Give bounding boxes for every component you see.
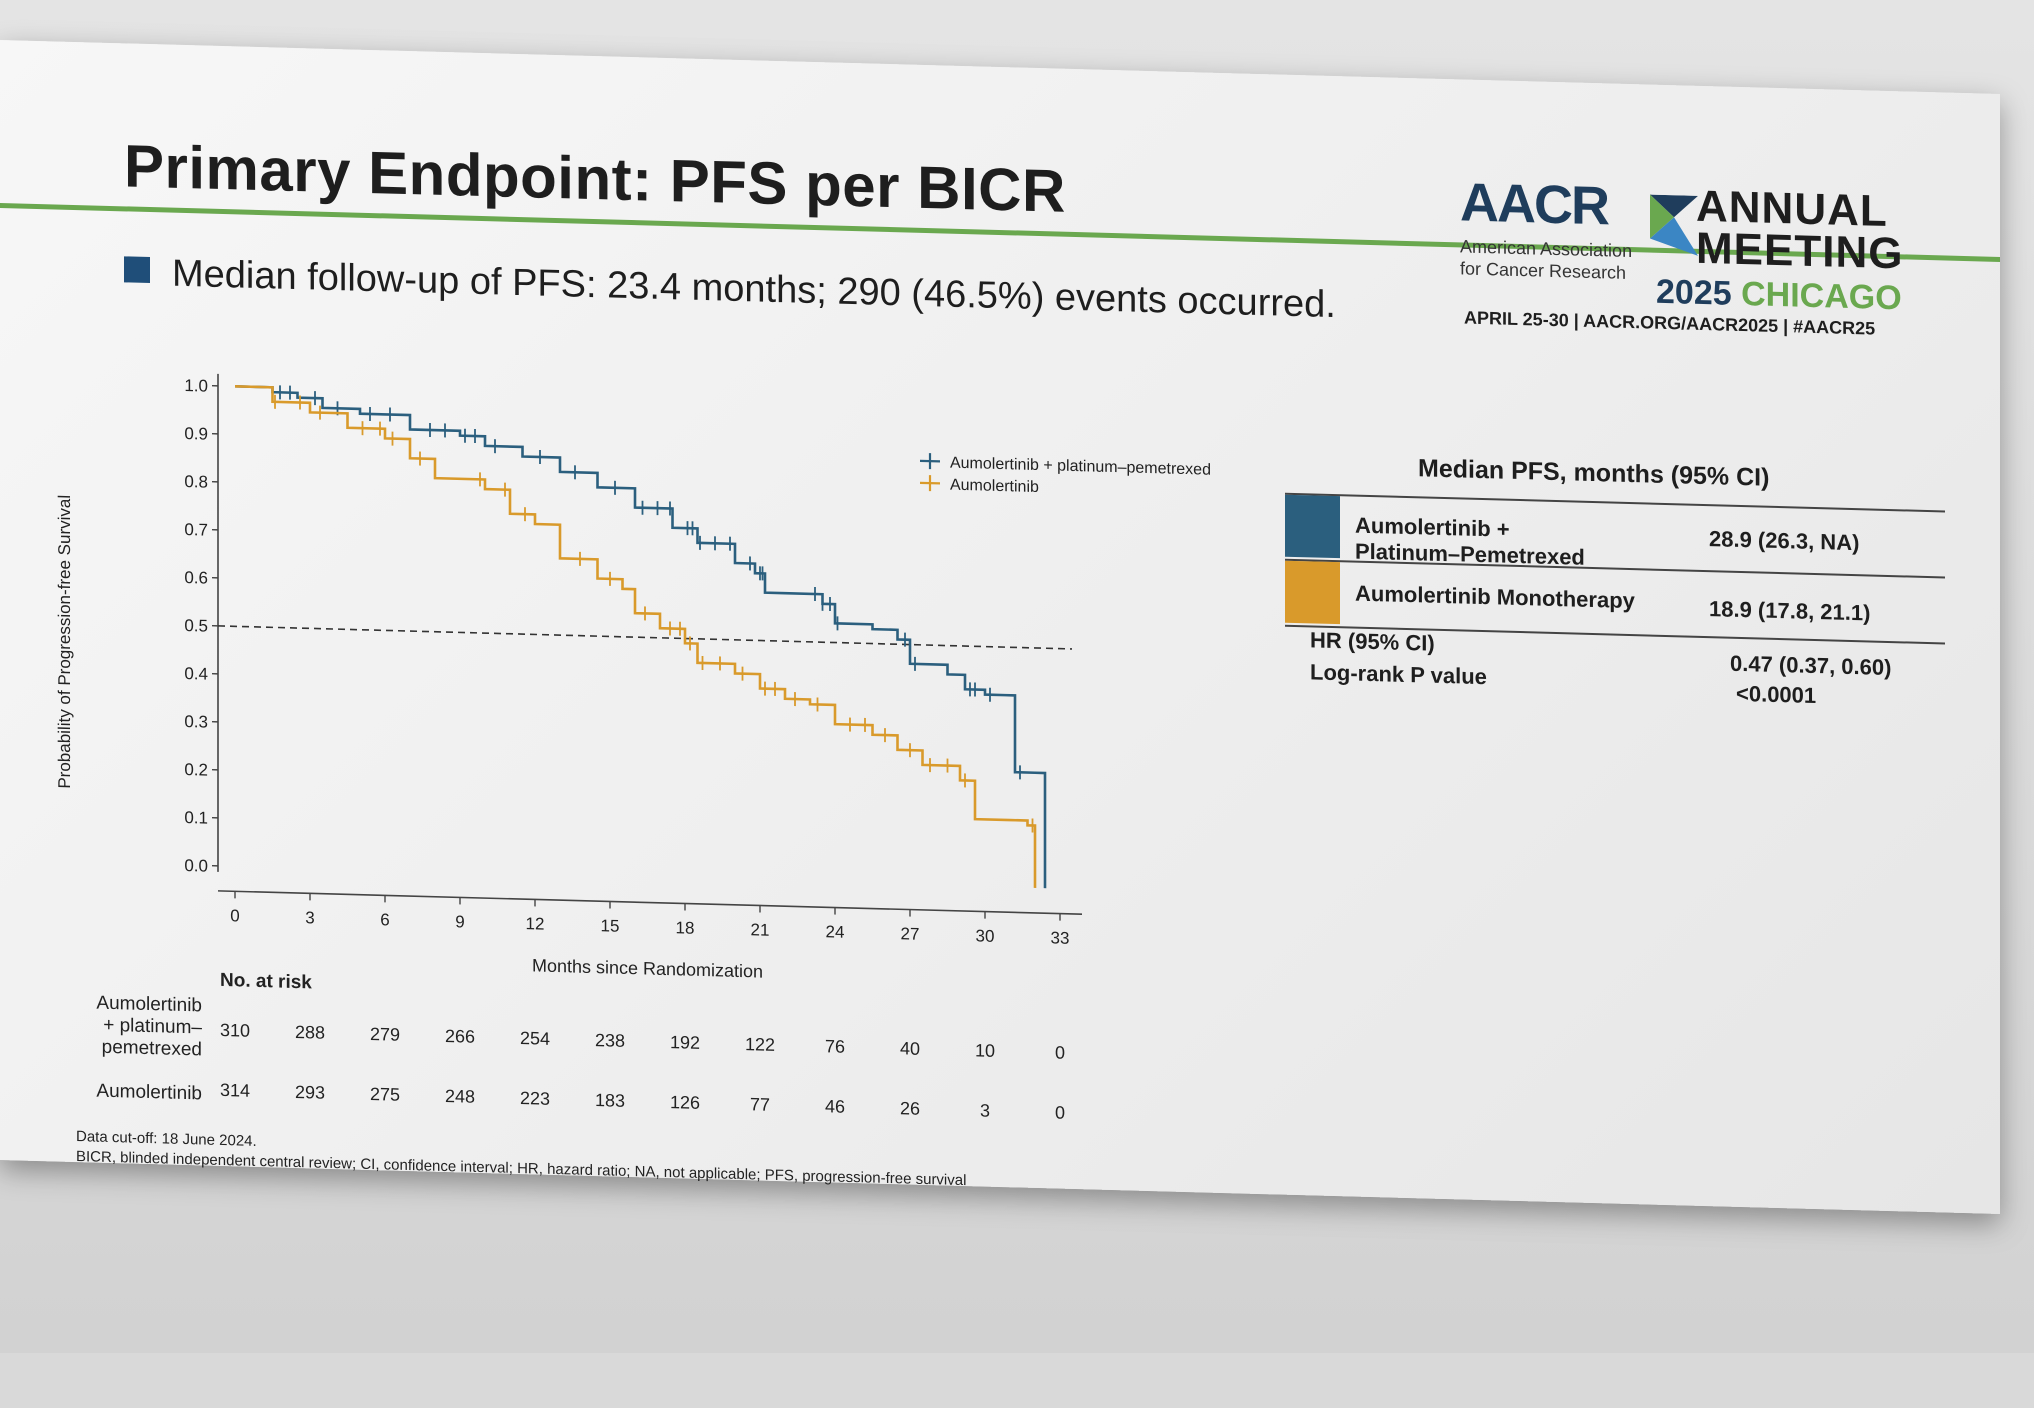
y-tick-label: 1.0 xyxy=(184,376,208,396)
x-tick-label: 21 xyxy=(751,920,770,940)
median-table: Aumolertinib + Platinum–Pemetrexed 28.9 … xyxy=(1285,493,1945,645)
aacr-org-name: American Association for Cancer Research xyxy=(1460,235,1660,284)
x-tick-label: 27 xyxy=(901,924,920,944)
y-tick-label: 0.2 xyxy=(184,760,208,780)
at-risk-row-label: Aumolertinib xyxy=(96,1081,202,1105)
at-risk-count: 0 xyxy=(1055,1042,1065,1062)
aacr-logo-mark: AACR xyxy=(1460,171,1608,237)
at-risk-count: 183 xyxy=(595,1090,625,1111)
at-risk-count: 275 xyxy=(370,1084,400,1105)
km-chart: 0.0 0.1 0.2 0.3 0.4 0.5 0.6 0.7 0.8 0.9 1.0 0 3 6 9 12 1… xyxy=(40,341,1350,1166)
city-text: CHICAGO xyxy=(1741,275,1902,317)
at-risk-count: 254 xyxy=(520,1028,550,1049)
at-risk-count: 288 xyxy=(295,1022,325,1043)
at-risk-count: 0 xyxy=(1055,1102,1065,1122)
at-risk-count: 40 xyxy=(900,1038,920,1059)
mono-median-value: 18.9 (17.8, 21.1) xyxy=(1709,596,1870,626)
mono-label: Aumolertinib Monotherapy xyxy=(1355,581,1695,616)
combo-median-value: 28.9 (26.3, NA) xyxy=(1709,526,1859,556)
p-value: <0.0001 xyxy=(1736,681,1816,709)
at-risk-title: No. at risk xyxy=(220,970,312,993)
x-tick-label: 6 xyxy=(380,910,389,929)
x-tick-label: 24 xyxy=(826,922,845,942)
y-tick-label: 0.7 xyxy=(184,520,208,540)
y-tick-label: 0.1 xyxy=(184,808,208,828)
y-tick-label: 0.3 xyxy=(184,712,208,732)
x-axis-label: Months since Randomization xyxy=(532,955,763,981)
y-tick-label: 0.8 xyxy=(184,472,208,492)
y-tick-label: 0.4 xyxy=(184,664,208,684)
at-risk-count: 122 xyxy=(745,1034,775,1055)
x-axis-line xyxy=(218,891,1082,914)
annual-meeting-wordmark: ANNUAL MEETING xyxy=(1696,186,1903,276)
at-risk-count: 77 xyxy=(750,1094,770,1115)
at-risk-count: 223 xyxy=(520,1088,550,1109)
x-tick-label: 0 xyxy=(230,906,239,925)
legend-entry-mono: Aumolertinib xyxy=(950,477,1039,496)
p-label: Log-rank P value xyxy=(1310,659,1487,690)
series xyxy=(235,384,1045,888)
at-risk-count: 238 xyxy=(595,1030,625,1051)
mono-swatch xyxy=(1285,561,1340,624)
at-risk-count: 26 xyxy=(900,1098,920,1119)
at-risk-count: 266 xyxy=(445,1026,475,1047)
y-tick-label: 0.6 xyxy=(184,568,208,588)
combo-swatch xyxy=(1285,495,1340,558)
legend: Aumolertinib + platinum–pemetrexedAumole… xyxy=(920,453,1211,501)
y-tick-label: 0.9 xyxy=(184,424,208,444)
at-risk-count: 310 xyxy=(220,1020,250,1041)
at-risk-count: 314 xyxy=(220,1080,250,1101)
year-city: 2025 CHICAGO xyxy=(1656,273,1902,319)
at-risk-row-label: + platinum– xyxy=(103,1015,202,1039)
hr-value: 0.47 (0.37, 0.60) xyxy=(1730,651,1891,681)
y-axis-label: Probability of Progression-free Survival xyxy=(55,495,74,789)
at-risk-count: 279 xyxy=(370,1024,400,1045)
y-tick-label: 0.0 xyxy=(184,856,208,876)
series-line-mono xyxy=(235,386,1035,888)
meeting-word: MEETING xyxy=(1696,228,1903,276)
at-risk-count: 192 xyxy=(670,1032,700,1053)
bullet-square-icon xyxy=(124,256,150,283)
at-risk-count: 293 xyxy=(295,1082,325,1103)
hr-label: HR (95% CI) xyxy=(1310,627,1435,656)
y-tick-label: 0.5 xyxy=(184,616,208,636)
x-tick-label: 9 xyxy=(455,912,464,931)
x-tick-label: 3 xyxy=(305,908,314,927)
at-risk-count: 3 xyxy=(980,1100,990,1120)
at-risk-count: 46 xyxy=(825,1096,845,1117)
at-risk-count: 76 xyxy=(825,1036,845,1057)
axes: 0.0 0.1 0.2 0.3 0.4 0.5 0.6 0.7 0.8 0.9 1.0 0 3 6 9 12 1… xyxy=(55,369,1082,990)
median-reference-line xyxy=(218,626,1072,649)
at-risk-count: 10 xyxy=(975,1040,995,1061)
year-text: 2025 xyxy=(1656,273,1732,313)
legend-entry-combo: Aumolertinib + platinum–pemetrexed xyxy=(950,455,1211,479)
at-risk-row-label: Aumolertinib xyxy=(96,993,202,1017)
x-tick-label: 15 xyxy=(601,916,620,936)
at-risk-count: 126 xyxy=(670,1092,700,1113)
at-risk-count: 248 xyxy=(445,1086,475,1107)
x-tick-label: 18 xyxy=(676,918,695,938)
x-tick-label: 30 xyxy=(976,926,995,946)
x-tick-label: 33 xyxy=(1051,928,1070,948)
meeting-flag-icon xyxy=(1650,195,1698,256)
at-risk-row-label: pemetrexed xyxy=(102,1037,202,1061)
x-tick-label: 12 xyxy=(526,914,545,934)
